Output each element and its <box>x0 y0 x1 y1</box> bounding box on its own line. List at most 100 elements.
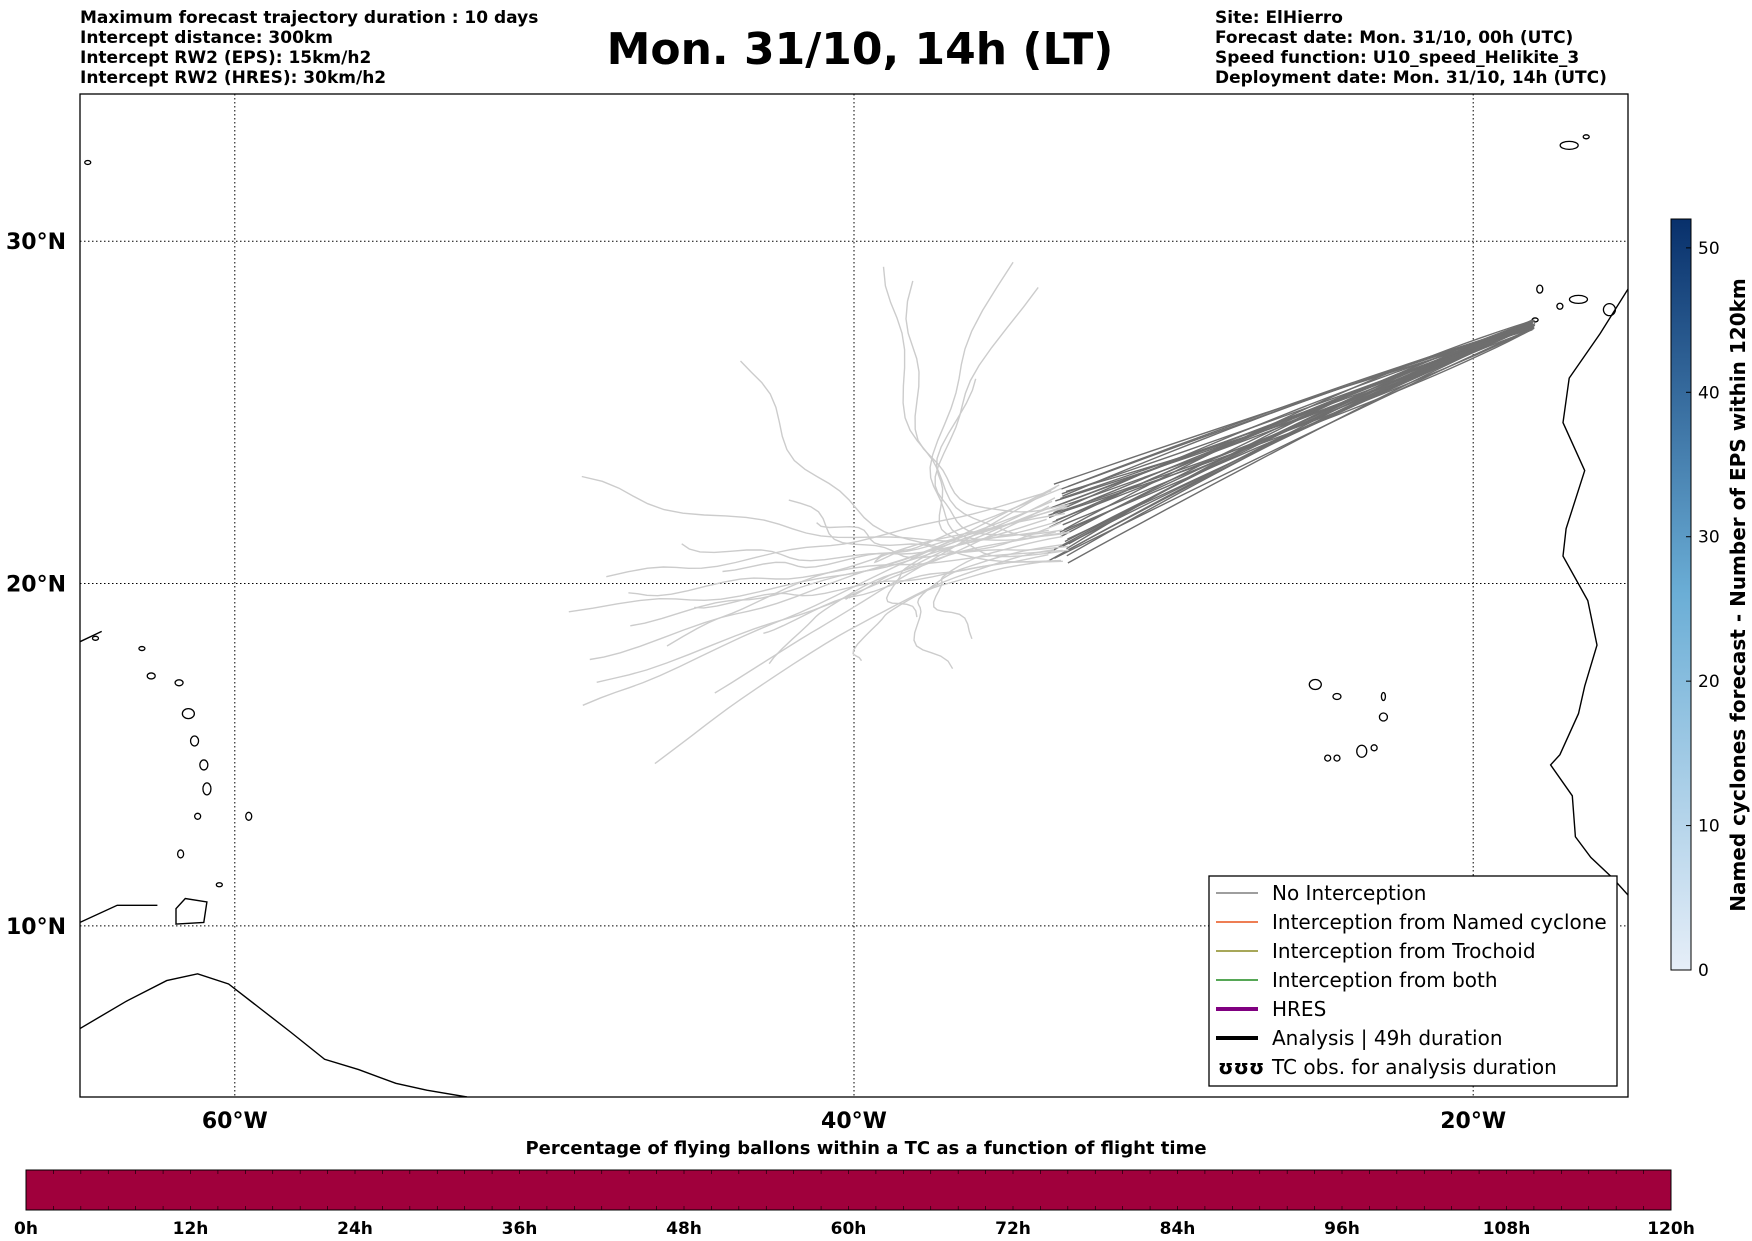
lat-tick-label: 20°N <box>6 573 66 598</box>
colorbar-gradient <box>1670 218 1692 971</box>
antilles-island <box>138 645 146 652</box>
madeira-island <box>1559 140 1579 150</box>
lon-tick-label: 20°W <box>1440 1109 1506 1134</box>
antilles-island <box>176 849 185 859</box>
lon-tick-label: 60°W <box>202 1109 268 1134</box>
site-line: Site: ElHierro <box>1215 8 1343 28</box>
porto-santo-island <box>1582 134 1590 140</box>
gran-canaria-island <box>1602 303 1617 317</box>
map-frame <box>79 93 1629 1098</box>
near-trajectory <box>1062 324 1534 547</box>
far-trajectory <box>768 531 1068 665</box>
map-title: Mon. 31/10, 14h (LT) <box>606 24 1114 75</box>
colorbar-label: Named cyclones forecast - Number of EPS … <box>1726 278 1750 912</box>
flight-bar-tick-label: 12h <box>173 1219 209 1239</box>
param-line-distance: Intercept distance: 300km <box>80 28 333 48</box>
far-trajectory <box>816 522 1069 554</box>
far-trajectory <box>935 378 1069 558</box>
far-trajectory <box>913 544 1063 670</box>
flight-time-bar: Percentage of flying ballons within a TC… <box>14 1138 1695 1239</box>
legend-label: HRES <box>1272 997 1326 1021</box>
legend: No Interception Interception from Named c… <box>1208 875 1618 1087</box>
balloon-trajectories <box>568 261 1536 765</box>
coastlines <box>80 134 1628 1097</box>
param-line-duration: Maximum forecast trajectory duration : 1… <box>80 8 539 28</box>
antilles-island <box>215 882 223 888</box>
trinidad-outline <box>175 897 208 925</box>
flight-bar-tick-label: 72h <box>995 1219 1031 1239</box>
near-trajectory <box>1061 322 1532 495</box>
south-america-coast <box>80 973 468 1097</box>
antilles-island <box>189 735 200 747</box>
cape-verde-island <box>1324 754 1332 762</box>
lat-tick-label: 30°N <box>6 230 66 255</box>
cape-verde-island <box>1370 744 1378 752</box>
far-trajectory <box>606 490 1052 578</box>
antilles-island <box>91 635 100 641</box>
legend-label: Analysis | 49h duration <box>1272 1026 1503 1050</box>
far-trajectory <box>885 506 1068 618</box>
near-trajectory <box>1055 322 1536 521</box>
legend-symbol: ʊʊʊ <box>1218 1055 1264 1079</box>
far-trajectory <box>681 520 1058 562</box>
far-trajectory <box>763 559 1062 634</box>
flight-bar-tick-label: 36h <box>502 1219 538 1239</box>
flight-bar-fill <box>25 1169 1672 1211</box>
venezuela-coast <box>80 904 158 924</box>
colorbar-tick-label: 40 <box>1698 383 1720 403</box>
cape-verde-island <box>1378 712 1389 722</box>
lat-tick-label: 10°N <box>6 915 66 940</box>
colorbar-tick-label: 0 <box>1698 961 1709 981</box>
flight-bar-tick-label: 108h <box>1483 1219 1531 1239</box>
el-hierro-island <box>1531 317 1539 323</box>
cape-verde-island <box>1332 692 1342 701</box>
far-trajectory <box>582 484 1060 706</box>
flight-bar-tick-label: 48h <box>666 1219 702 1239</box>
forecast-parameters: Maximum forecast trajectory duration : 1… <box>80 8 538 88</box>
far-trajectory <box>905 280 1066 513</box>
legend-label: Interception from both <box>1272 968 1498 992</box>
deployment-date-line: Deployment date: Mon. 31/10, 14h (UTC) <box>1215 68 1607 88</box>
near-trajectory <box>1066 326 1534 557</box>
far-trajectory <box>932 535 1063 640</box>
legend-label: Interception from Named cyclone <box>1272 910 1607 934</box>
antilles-island <box>202 782 212 796</box>
longitude-labels: 60°W 40°W 20°W <box>202 1109 1506 1134</box>
speed-function-line: Speed function: U10_speed_Helikite_3 <box>1215 48 1580 68</box>
flight-bar-tick-label: 84h <box>1160 1219 1196 1239</box>
param-line-rw2-eps: Intercept RW2 (EPS): 15km/h2 <box>80 48 372 68</box>
cape-verde-island <box>1308 678 1322 691</box>
far-trajectory <box>873 487 1062 564</box>
africa-coast <box>1549 288 1628 896</box>
near-trajectory <box>1054 327 1534 559</box>
antilles-island <box>193 812 202 820</box>
forecast-date-line: Forecast date: Mon. 31/10, 00h (UTC) <box>1215 28 1574 48</box>
cape-verde-island <box>1380 691 1387 702</box>
colorbar-tick-label: 10 <box>1698 817 1720 837</box>
cape-verde-island <box>1356 744 1368 758</box>
colorbar-tick-label: 20 <box>1698 672 1720 692</box>
la-palma-island <box>1536 284 1544 294</box>
near-trajectory <box>1065 319 1535 493</box>
far-trajectory <box>739 360 1063 563</box>
near-trajectory <box>1053 328 1533 485</box>
cyclone-colorbar: 0 10 20 30 40 50 Named cyclones forecast - Nu… <box>1670 218 1750 981</box>
latitude-labels: 30°N 20°N 10°N <box>6 230 66 940</box>
virgin-islands-coast <box>80 630 103 643</box>
flight-bar-tick-label: 24h <box>337 1219 373 1239</box>
colorbar-tick-label: 50 <box>1698 239 1720 259</box>
antilles-island <box>146 672 156 680</box>
far-trajectory <box>628 549 1063 597</box>
near-trajectory <box>1067 323 1533 488</box>
near-trajectory <box>1066 327 1535 512</box>
legend-box <box>1208 875 1618 1087</box>
param-line-rw2-hres: Intercept RW2 (HRES): 30km/h2 <box>80 68 387 88</box>
far-trajectory <box>934 286 1063 536</box>
legend-label: No Interception <box>1272 881 1426 905</box>
flight-bar-tick-label: 96h <box>1324 1219 1360 1239</box>
colorbar-tick-label: 30 <box>1698 528 1720 548</box>
tenerife-island <box>1568 294 1589 305</box>
flight-bar-tick-label: 0h <box>14 1219 38 1239</box>
far-trajectory <box>852 560 1050 662</box>
